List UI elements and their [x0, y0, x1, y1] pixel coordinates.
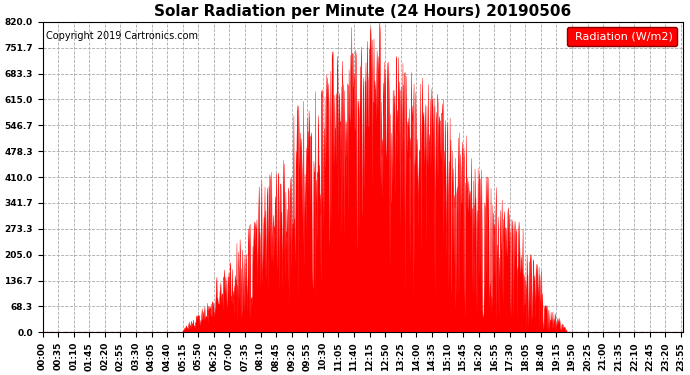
Title: Solar Radiation per Minute (24 Hours) 20190506: Solar Radiation per Minute (24 Hours) 20… [154, 4, 571, 19]
Text: Copyright 2019 Cartronics.com: Copyright 2019 Cartronics.com [46, 31, 198, 41]
Legend: Radiation (W/m2): Radiation (W/m2) [567, 27, 678, 46]
